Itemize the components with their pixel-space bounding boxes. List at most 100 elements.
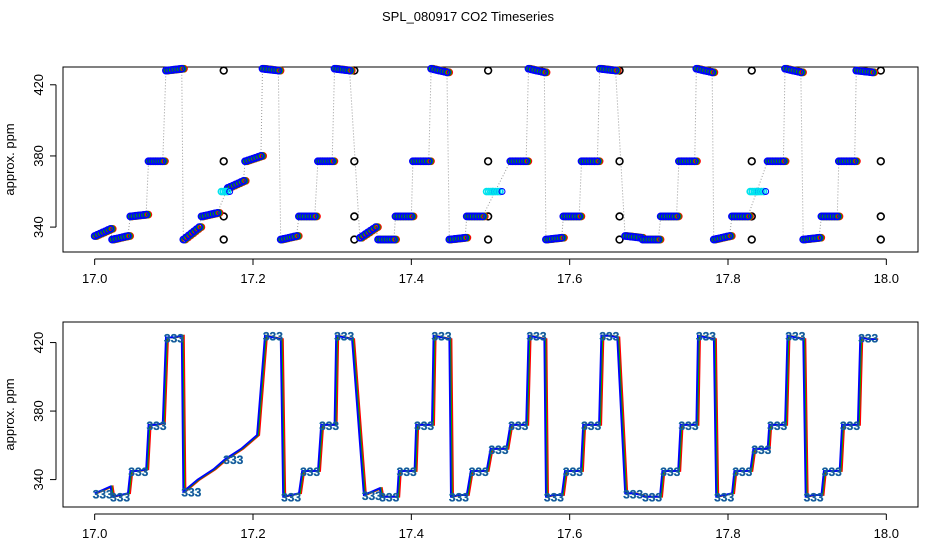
data-point <box>690 157 699 166</box>
data-point <box>779 157 788 166</box>
x-tick-label: 17.4 <box>399 271 424 286</box>
point-label: 333 <box>544 491 564 505</box>
x-tick-label: 17.4 <box>399 526 424 540</box>
point-label: 333 <box>469 465 489 479</box>
bottom-panel: 17.0 17.2 17.4 17.6 17.8 18.0 340 380 420 approx.… <box>2 321 919 540</box>
x-tick-label: 17.8 <box>715 526 740 540</box>
point-label: 333 <box>93 487 113 501</box>
connector-line <box>145 161 149 215</box>
point-label: 333 <box>508 419 528 433</box>
reference-point <box>747 235 756 244</box>
point-label: 333 <box>147 419 167 433</box>
connector-line <box>836 161 840 217</box>
data-point <box>404 212 413 221</box>
point-label: 333 <box>527 330 547 344</box>
figure-title: SPL_080917 CO2 Timeseries <box>382 9 554 24</box>
data-point <box>848 157 856 166</box>
connector-line <box>694 68 697 162</box>
data-point <box>572 212 581 221</box>
data-point <box>274 66 283 75</box>
x-tick-label: 17.2 <box>240 526 265 540</box>
point-label: 333 <box>181 486 201 500</box>
connector-line <box>314 161 319 217</box>
series-line-blue <box>94 334 876 498</box>
connector-line <box>446 72 450 240</box>
data-point <box>651 235 660 244</box>
highlight-point <box>762 188 770 196</box>
x-tick-label: 17.6 <box>557 271 582 286</box>
connector-line <box>375 227 379 240</box>
data-point <box>688 157 697 166</box>
data-point <box>654 235 663 244</box>
data-point <box>106 224 115 233</box>
data-point <box>407 212 416 221</box>
data-point <box>308 212 317 221</box>
point-label: 333 <box>110 491 130 505</box>
reference-point <box>219 157 228 166</box>
data-point <box>177 64 186 73</box>
reference-point <box>483 66 493 75</box>
point-label: 333 <box>751 443 771 457</box>
reference-point <box>876 66 885 75</box>
point-label: 333 <box>128 465 148 479</box>
reference-point <box>747 157 756 166</box>
point-label: 333 <box>767 419 787 433</box>
point-label: 333 <box>223 453 243 467</box>
connector-line <box>676 161 680 217</box>
point-label: 333 <box>379 491 399 505</box>
connector-line <box>277 70 282 240</box>
connector-line <box>331 68 336 162</box>
highlight-point <box>759 187 768 196</box>
data-point <box>424 157 433 166</box>
x-tick-label: 17.6 <box>557 526 582 540</box>
data-point <box>124 232 132 240</box>
data-point <box>476 212 484 221</box>
x-tick-label: 18.0 <box>874 271 899 286</box>
point-label: 333 <box>281 491 301 505</box>
connector-line <box>615 70 626 237</box>
connector-line <box>181 68 184 240</box>
point-label: 333 <box>822 465 842 479</box>
point-label: 333 <box>858 331 878 345</box>
data-point <box>461 233 470 242</box>
data-point <box>776 157 785 166</box>
data-point <box>850 157 859 166</box>
plot-frame <box>62 321 919 508</box>
data-point <box>142 210 151 219</box>
data-point <box>557 233 566 242</box>
data-point <box>310 212 319 221</box>
point-label: 333 <box>623 487 643 501</box>
highlight-point <box>496 187 504 196</box>
connector-line <box>800 72 804 240</box>
connector-line <box>711 72 715 240</box>
point-label: 333 <box>300 465 320 479</box>
highlight-point <box>489 187 497 196</box>
data-point <box>443 68 451 77</box>
data-point <box>611 66 620 75</box>
highlight-point <box>498 188 506 196</box>
connector-line <box>428 68 432 162</box>
reference-point <box>483 157 493 166</box>
data-point <box>743 212 752 221</box>
data-point <box>390 235 398 244</box>
data-point <box>387 235 396 244</box>
data-point <box>213 208 222 217</box>
reference-point <box>219 235 228 244</box>
data-point <box>158 157 167 166</box>
data-point <box>593 157 602 166</box>
reference-point <box>876 212 885 221</box>
top-panel: 17.0 17.2 17.4 17.6 17.8 18.0 340 380 420 approx.… <box>2 64 919 286</box>
reference-point <box>219 66 228 75</box>
connector-line <box>543 72 547 240</box>
data-point <box>239 176 248 185</box>
data-point <box>328 157 337 166</box>
point-label: 333 <box>581 419 601 433</box>
data-point <box>725 232 734 240</box>
y-axis-label: approx. ppm <box>2 123 17 195</box>
point-label: 333 <box>660 465 680 479</box>
point-label: 333 <box>334 330 354 344</box>
point-label: 333 <box>563 465 583 479</box>
highlight-point <box>226 188 234 196</box>
data-point <box>478 212 487 221</box>
